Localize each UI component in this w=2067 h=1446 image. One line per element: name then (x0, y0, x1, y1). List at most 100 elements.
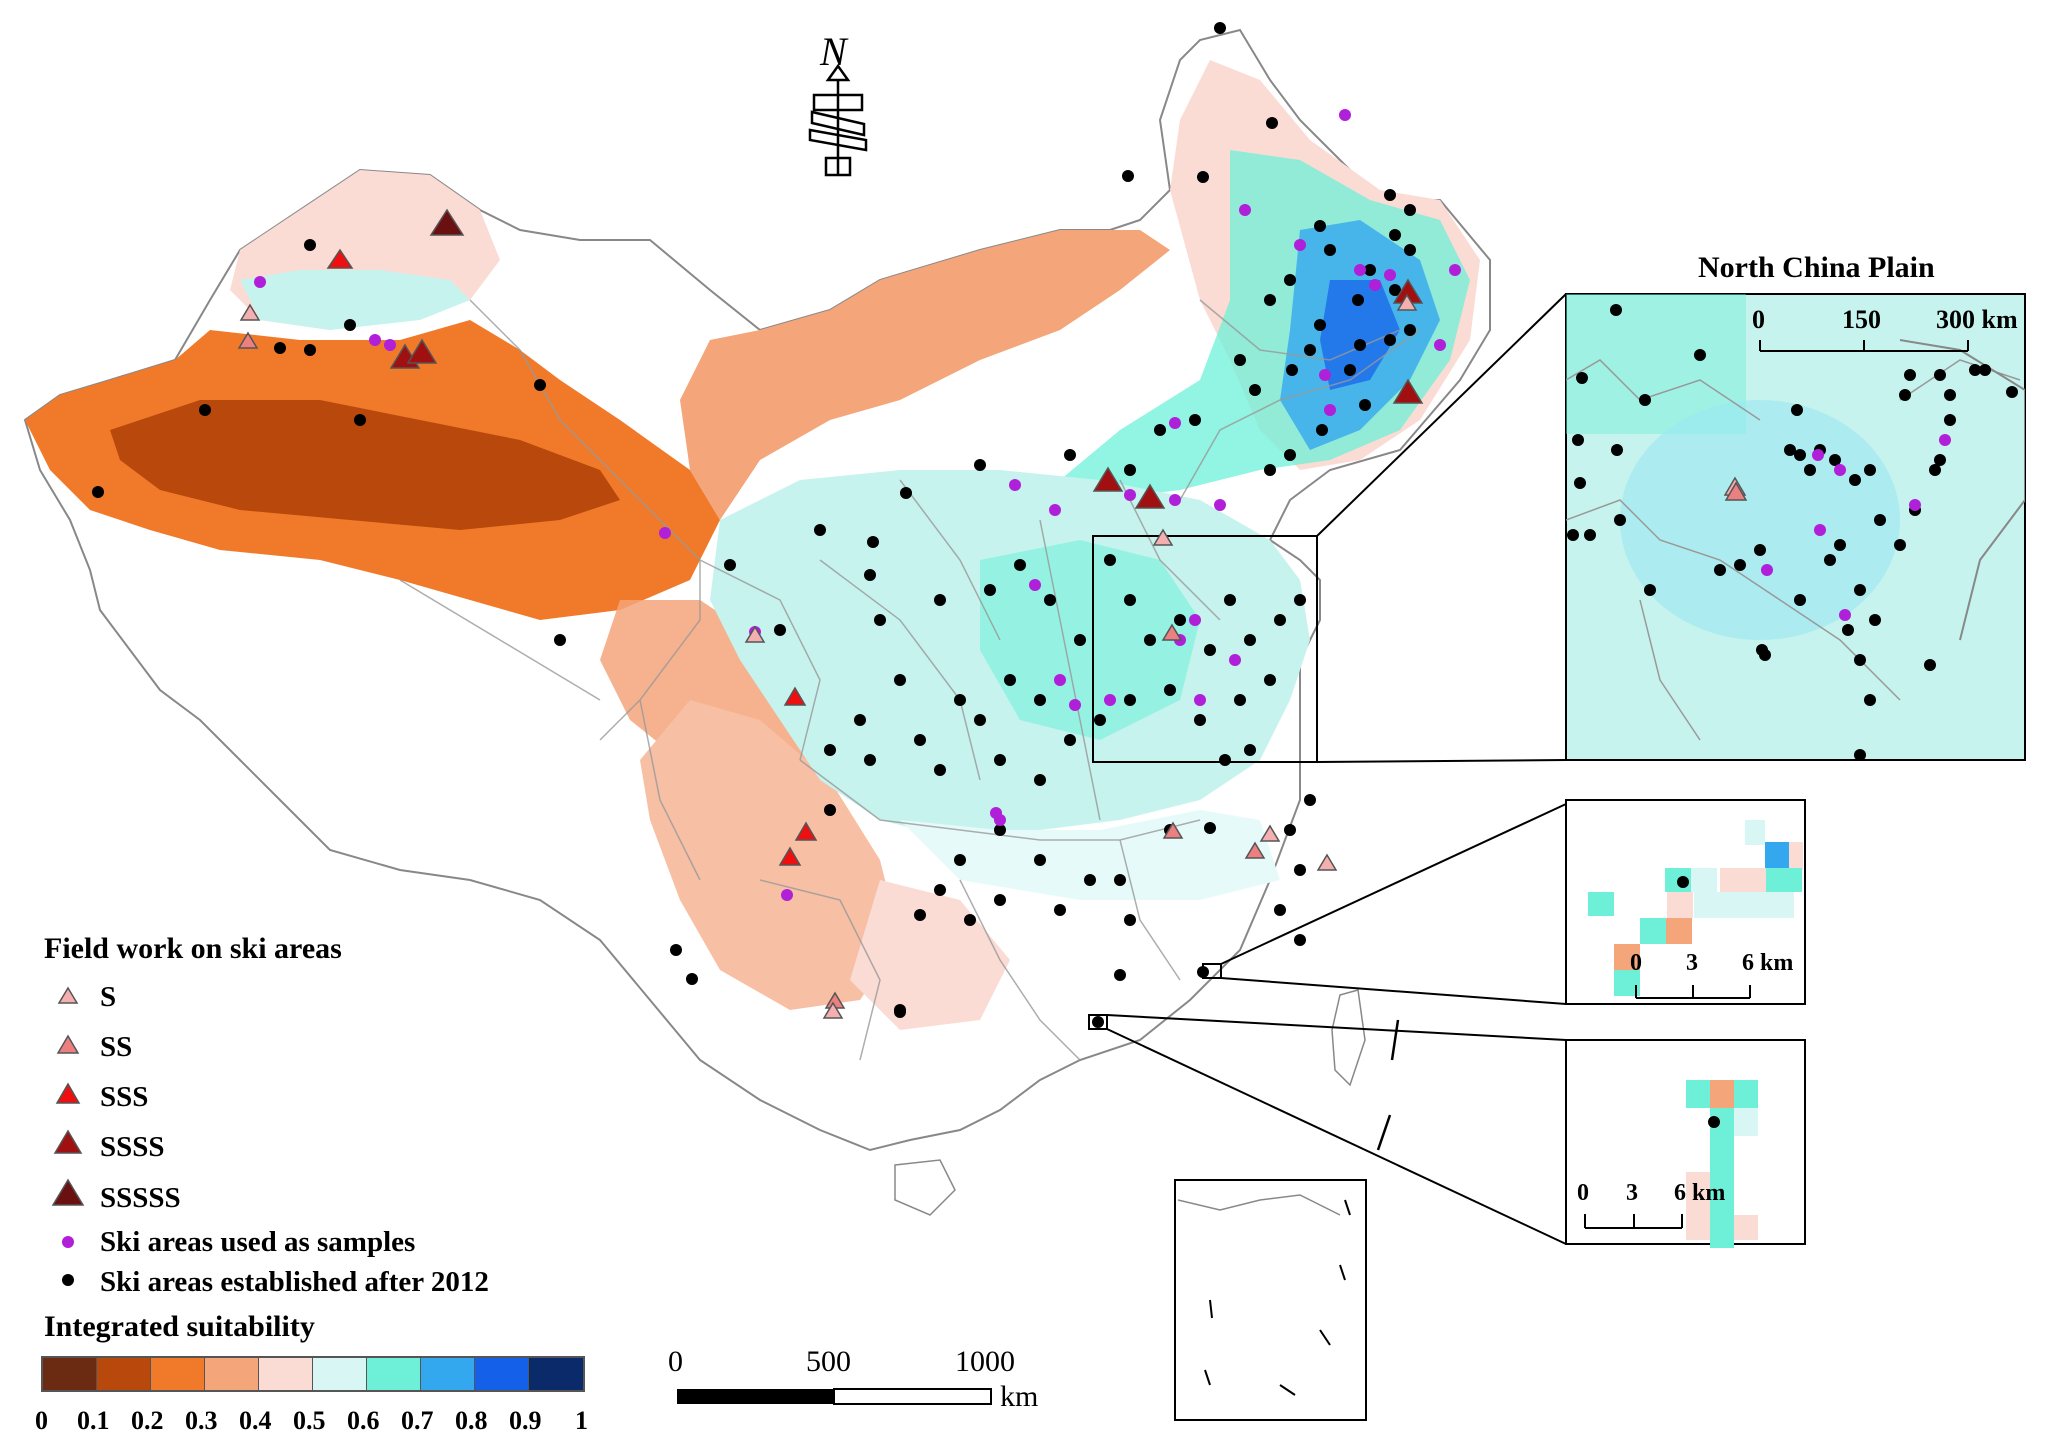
ski-area-dot (1124, 594, 1136, 606)
ski-area-dot (854, 714, 866, 726)
ski-area-dot (894, 1006, 906, 1018)
ski-area-dot (1794, 449, 1806, 461)
ski-area-dot (1197, 171, 1209, 183)
inset-connectors (1088, 293, 1567, 1245)
ski-area-dot (994, 754, 1006, 766)
field-site-triangle (1724, 481, 1748, 501)
ski-area-dot (554, 634, 566, 646)
ski-area-dot (1934, 369, 1946, 381)
north-arrow-letter: N (820, 29, 847, 74)
field-site-triangle (783, 686, 807, 706)
ski-area-dot (814, 524, 826, 536)
ski-area-dot (1784, 444, 1796, 456)
colorbar-tick: 0.6 (347, 1406, 380, 1435)
colorbar-swatch (313, 1358, 367, 1390)
ski-area-dot (1034, 854, 1046, 866)
ski-area-dot (824, 744, 836, 756)
ski-area-dot (984, 584, 996, 596)
sample-dot (1812, 449, 1824, 461)
ski-area-dot (199, 404, 211, 416)
ski-area-dot (1054, 904, 1066, 916)
ski-area-dot (92, 486, 104, 498)
sample-dot (1229, 654, 1241, 666)
field-site-triangle (1152, 528, 1174, 546)
sample-dot (781, 889, 793, 901)
ski-area-dot (914, 734, 926, 746)
field-site-triangle (429, 208, 465, 236)
colorbar-swatch (529, 1358, 583, 1390)
suitability-colorbar (41, 1356, 585, 1392)
ski-area-dot (534, 379, 546, 391)
main-scale-tick: 0 (668, 1345, 683, 1378)
ski-area-dot (994, 824, 1006, 836)
sample-dot (1814, 524, 1826, 536)
ski-area-dot (1849, 474, 1861, 486)
field-site-triangle (778, 846, 802, 866)
ski-area-dot (1842, 624, 1854, 636)
ski-area-inset-2 (1565, 1039, 1806, 1248)
ski-area-dot (1034, 694, 1046, 706)
ski-area-dot (1904, 369, 1916, 381)
inset2-scale-tick: 0 (1577, 1180, 1589, 1206)
field-site-triangle (822, 1001, 844, 1019)
ski-area-dot (1929, 464, 1941, 476)
ski-area-dot (1614, 514, 1626, 526)
ski-area-dot (1714, 564, 1726, 576)
colorbar-tick: 0.5 (293, 1406, 326, 1435)
ski-area-dot (1708, 1116, 1720, 1128)
ski-area-dot (1044, 594, 1056, 606)
ski-area-dot (1389, 229, 1401, 241)
inset1-scale-tick: 6 km (1742, 950, 1794, 976)
south-china-sea-inset (1174, 1179, 1367, 1421)
ski-area-dot (1794, 594, 1806, 606)
field-site-triangle (1316, 853, 1338, 871)
ski-area-dot (1244, 744, 1256, 756)
ski-area-dot (1194, 714, 1206, 726)
ski-area-dot (1404, 324, 1416, 336)
sample-dot (1194, 694, 1206, 706)
ski-area-dot (274, 342, 286, 354)
ski-area-dot (354, 414, 366, 426)
ski-area-dot (1854, 584, 1866, 596)
ski-area-dot (304, 239, 316, 251)
ski-area-dot (1124, 464, 1136, 476)
ski-area-dot (934, 764, 946, 776)
ski-area-dot (974, 714, 986, 726)
legend-ss-triangle (56, 1034, 80, 1054)
ski-area-dot (1304, 344, 1316, 356)
ski-area-dot (1189, 414, 1201, 426)
ski-area-dot (1610, 304, 1622, 316)
sample-dot (369, 334, 381, 346)
ski-area-dot (1869, 614, 1881, 626)
ski-area-dot (344, 319, 356, 331)
legend-ssss-triangle (53, 1129, 83, 1154)
colorbar-swatch (475, 1358, 529, 1390)
ski-area-dot (1264, 464, 1276, 476)
colorbar-swatch (367, 1358, 421, 1390)
legend-suitability-title: Integrated suitability (44, 1310, 315, 1343)
ski-area-dot (1286, 364, 1298, 376)
main-scale-bar (677, 1388, 992, 1405)
sample-dot (1909, 499, 1921, 511)
colorbar-swatch (259, 1358, 313, 1390)
colorbar-tick: 0.1 (77, 1406, 110, 1435)
inset-scale-tick: 0 (1752, 305, 1765, 334)
sample-dot (1294, 239, 1306, 251)
ski-area-dot (1389, 284, 1401, 296)
ski-area-dot (1234, 694, 1246, 706)
ski-area-dot (964, 914, 976, 926)
legend-sssss-label: SSSSS (100, 1182, 181, 1214)
colorbar-swatch (97, 1358, 151, 1390)
sample-ski-areas (254, 109, 1461, 901)
sample-dot (1169, 494, 1181, 506)
sample-dot (1029, 579, 1041, 591)
ski-area-dot (1572, 434, 1584, 446)
ski-area-dot (914, 909, 926, 921)
ski-area-dot (1754, 544, 1766, 556)
ski-area-dot (1759, 649, 1771, 661)
ski-area-dot (724, 559, 736, 571)
ski-area-dot (1359, 399, 1371, 411)
colorbar-swatch (421, 1358, 475, 1390)
established-ski-areas (92, 22, 1416, 1028)
